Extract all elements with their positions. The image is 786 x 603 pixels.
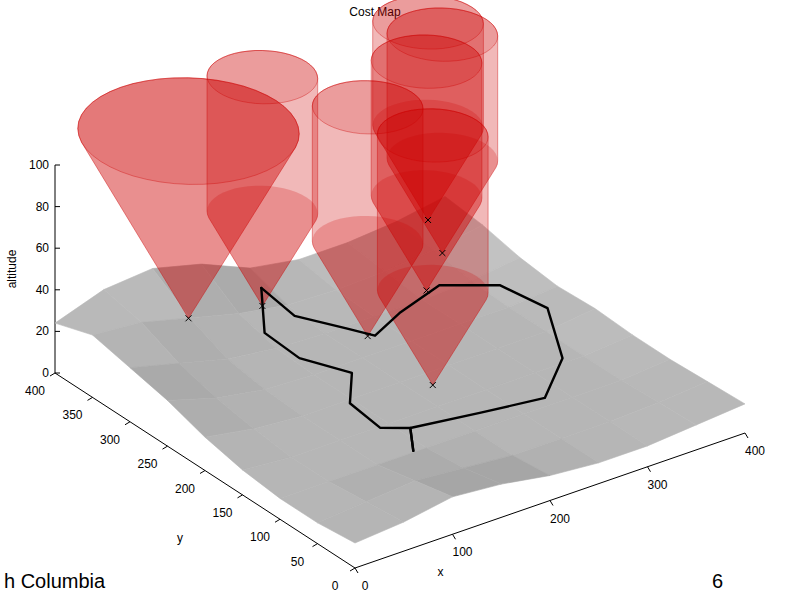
x-tick — [648, 467, 651, 472]
x-tick — [745, 433, 748, 438]
z-tick-label: 80 — [36, 200, 50, 214]
z-tick-label: 20 — [36, 324, 50, 338]
threat-marker — [259, 303, 265, 309]
z-tick — [55, 206, 60, 207]
threat-cone — [78, 78, 299, 318]
terrain-cell — [93, 322, 179, 367]
terrain-cell — [130, 363, 216, 400]
chart: Cost Map01002003004000501001502002503003… — [0, 0, 786, 603]
threat-cone — [377, 265, 488, 385]
threat-top — [78, 78, 299, 185]
x-tick — [550, 501, 553, 506]
z-tick — [55, 373, 60, 374]
marker-stroke — [430, 382, 436, 388]
y-tick — [313, 544, 318, 547]
terrain-cell — [318, 502, 404, 543]
y-tick-label: 300 — [100, 433, 120, 447]
threat-marker — [424, 287, 430, 293]
marker-stroke — [186, 315, 192, 321]
marker-stroke — [439, 250, 445, 256]
z-tick — [55, 165, 60, 166]
z-tick — [55, 289, 60, 290]
y-tick-label: 50 — [291, 555, 305, 569]
y-tick — [163, 446, 168, 449]
threat-marker — [430, 382, 436, 388]
x-tick-label: 400 — [745, 444, 765, 458]
y-tick-label: 100 — [250, 530, 270, 544]
marker-stroke — [424, 287, 430, 293]
y-tick-label: 150 — [212, 506, 232, 520]
x-tick-label: 300 — [647, 478, 667, 492]
footer-text: h Columbia — [4, 570, 106, 592]
threat-markers — [186, 217, 446, 388]
y-tick-label: 350 — [62, 408, 82, 422]
threat-volume — [78, 78, 299, 318]
y-tick-label: 200 — [175, 482, 195, 496]
y-tick — [238, 495, 243, 498]
marker-stroke — [439, 250, 445, 256]
marker-stroke — [424, 287, 430, 293]
z-tick-label: 100 — [29, 158, 49, 172]
marker-stroke — [425, 217, 431, 223]
y-axis-title: y — [177, 531, 183, 545]
y-tick — [125, 422, 130, 425]
y-tick — [88, 397, 93, 400]
marker-stroke — [259, 303, 265, 309]
marker-stroke — [365, 333, 371, 339]
x-axis-title: x — [438, 565, 444, 579]
trajectory — [261, 288, 413, 451]
x-tick-label: 0 — [362, 579, 369, 593]
z-axis — [55, 165, 56, 373]
threat-top — [371, 35, 482, 88]
z-tick-label: 0 — [42, 366, 49, 380]
marker-stroke — [425, 217, 431, 223]
x-axis — [355, 433, 745, 568]
trajectories — [261, 285, 562, 451]
marker-stroke — [259, 303, 265, 309]
y-tick — [350, 568, 355, 571]
threat-marker — [365, 333, 371, 339]
threat-marker — [439, 250, 445, 256]
y-axis — [55, 373, 355, 568]
x-tick — [453, 534, 456, 539]
y-tick — [200, 471, 205, 474]
y-tick — [275, 519, 280, 522]
y-tick-label: 400 — [25, 384, 45, 398]
marker-stroke — [365, 333, 371, 339]
marker-stroke — [430, 382, 436, 388]
z-tick — [55, 331, 60, 332]
x-tick-label: 200 — [550, 512, 570, 526]
page-number: 6 — [712, 570, 723, 592]
marker-stroke — [186, 315, 192, 321]
threat-top — [377, 109, 488, 162]
z-axis-title: altitude — [5, 249, 19, 288]
threat-volume — [377, 109, 488, 385]
threat-marker — [425, 217, 431, 223]
y-tick-label: 250 — [137, 457, 157, 471]
threat-marker — [186, 315, 192, 321]
z-tick-label: 40 — [36, 283, 50, 297]
z-tick-label: 60 — [36, 241, 50, 255]
y-tick — [50, 373, 55, 376]
x-tick-label: 100 — [452, 545, 472, 559]
x-tick — [355, 568, 358, 573]
z-tick — [55, 248, 60, 249]
threats — [78, 0, 498, 385]
trajectory — [261, 285, 562, 451]
y-tick-label: 0 — [332, 579, 339, 593]
